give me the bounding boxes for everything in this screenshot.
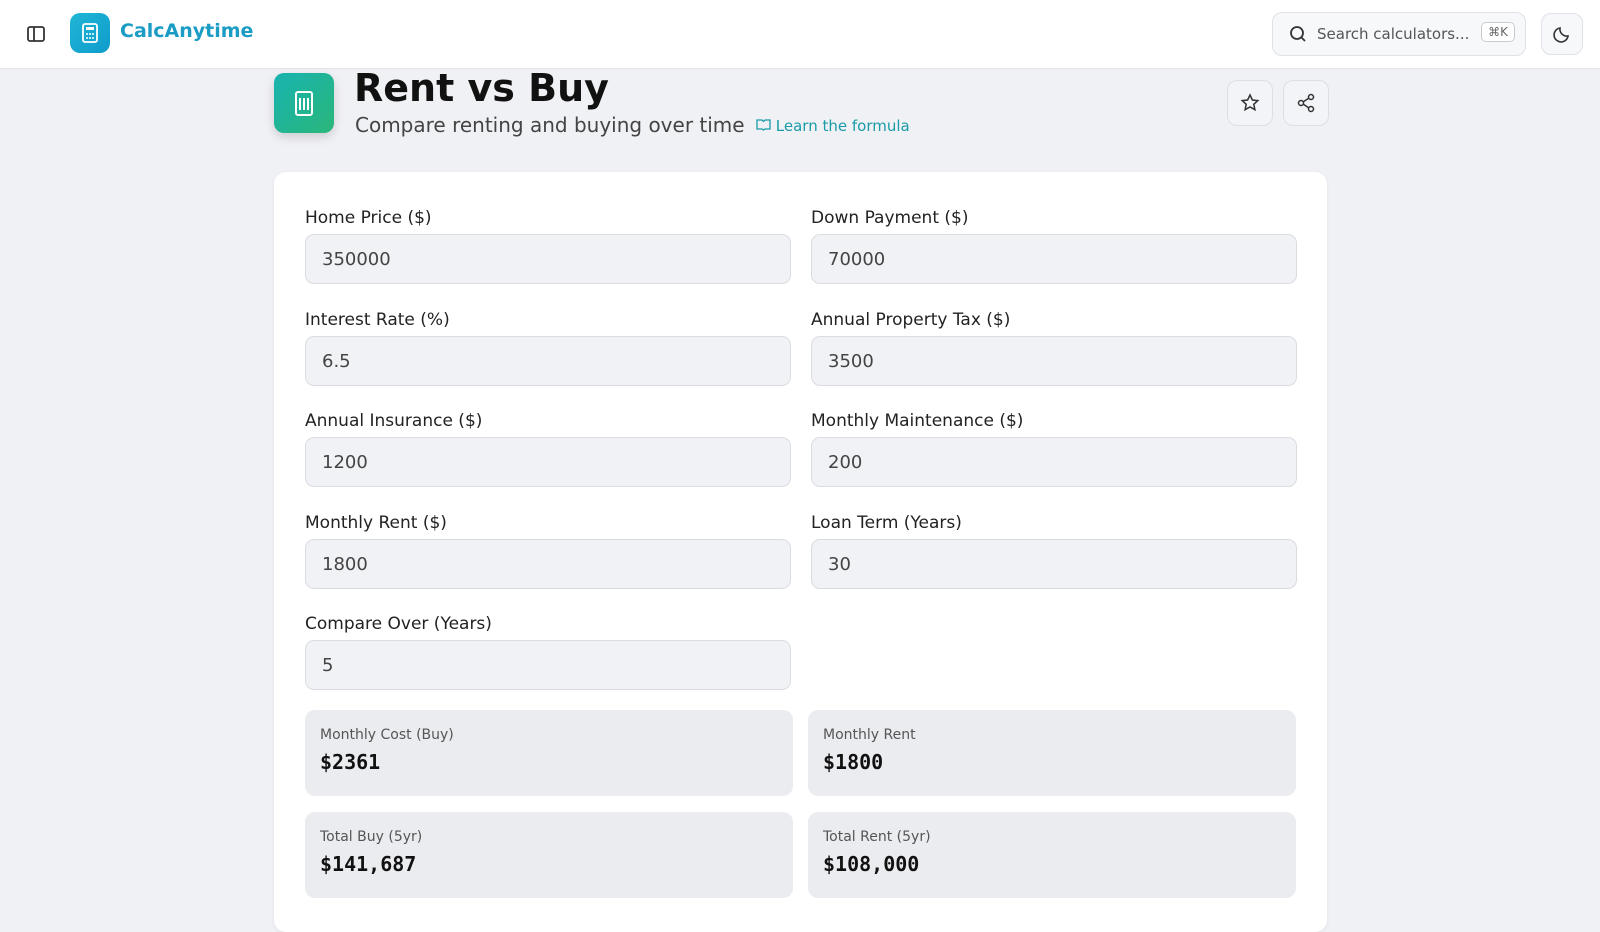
book-icon (756, 119, 771, 131)
field-input[interactable]: 3500 (811, 335, 1297, 386)
calculator-card: Home Price ($) 350000 Down Payment ($) 7000… (274, 172, 1327, 932)
star-icon (1240, 93, 1260, 112)
share-icon (1297, 93, 1315, 113)
result-value: $2361 (320, 750, 381, 774)
result-value: $108,000 (823, 851, 920, 876)
favorite-button[interactable] (1227, 80, 1273, 126)
result-label: Total Rent (5yr) (823, 828, 931, 845)
result-tile: Monthly Cost (Buy) $2361 (305, 710, 793, 796)
result-value: $141,687 (320, 851, 417, 876)
field-label: Compare Over (Years) (305, 614, 492, 634)
form-field: Annual Insurance ($) 1200 (305, 411, 791, 487)
field-input[interactable]: 30 (811, 538, 1297, 589)
result-label: Monthly Cost (Buy) (320, 727, 454, 743)
search-icon (1290, 26, 1306, 42)
share-button[interactable] (1283, 80, 1329, 126)
field-input[interactable]: 6.5 (305, 335, 791, 386)
form-field: Monthly Maintenance ($) 200 (811, 411, 1297, 487)
field-input[interactable]: 1800 (305, 538, 791, 589)
result-tile: Total Buy (5yr) $141,687 (305, 811, 793, 898)
result-label: Total Buy (5yr) (320, 828, 423, 845)
field-input[interactable]: 350000 (305, 234, 791, 284)
field-input[interactable]: 200 (811, 437, 1297, 487)
form-field: Compare Over (Years) 5 (305, 614, 791, 690)
field-label: Interest Rate (%) (305, 309, 450, 330)
logo[interactable] (70, 13, 110, 53)
search-shortcut: ⌘K (1481, 22, 1515, 42)
formula-link[interactable]: Learn the formula (756, 117, 910, 135)
result-tile: Monthly Rent $1800 (808, 710, 1296, 796)
form-field: Annual Property Tax ($) 3500 (811, 310, 1297, 386)
field-label: Down Payment ($) (811, 208, 969, 228)
theme-toggle[interactable] (1541, 13, 1583, 55)
result-tile: Total Rent (5yr) $108,000 (808, 811, 1296, 898)
formula-link-text[interactable]: Learn the formula (775, 117, 910, 135)
building-icon (295, 91, 313, 116)
sidebar-toggle[interactable] (24, 22, 48, 46)
form-field: Home Price ($) 350000 (305, 208, 791, 284)
form-field: Loan Term (Years) 30 (811, 513, 1297, 589)
field-label: Annual Insurance ($) (305, 411, 483, 431)
page-title: Rent vs Buy (354, 66, 609, 110)
form-field: Down Payment ($) 70000 (811, 208, 1297, 284)
field-label: Home Price ($) (305, 208, 432, 228)
page-subtitle: Compare renting and buying over time (355, 113, 745, 137)
sidebar-icon (27, 26, 45, 42)
field-input[interactable]: 70000 (811, 234, 1297, 284)
logo-icon (82, 23, 98, 43)
field-label: Monthly Rent ($) (305, 512, 447, 533)
search-placeholder: Search calculators... (1317, 25, 1470, 43)
result-label: Monthly Rent (823, 727, 916, 743)
field-input[interactable]: 5 (305, 640, 791, 690)
moon-icon (1553, 27, 1569, 43)
form-field: Monthly Rent ($) 1800 (305, 513, 791, 589)
field-label: Monthly Maintenance ($) (811, 411, 1024, 431)
field-label: Loan Term (Years) (811, 512, 962, 533)
search-box[interactable]: Search calculators... ⌘K (1272, 12, 1526, 56)
field-input[interactable]: 1200 (305, 437, 791, 487)
result-value: $1800 (823, 750, 884, 774)
brand-name[interactable]: CalcAnytime (120, 20, 254, 42)
top-bar: CalcAnytime Search calculators... ⌘K (0, 0, 1600, 69)
form-field: Interest Rate (%) 6.5 (305, 310, 791, 386)
calculator-icon (274, 73, 334, 133)
field-label: Annual Property Tax ($) (811, 309, 1011, 330)
